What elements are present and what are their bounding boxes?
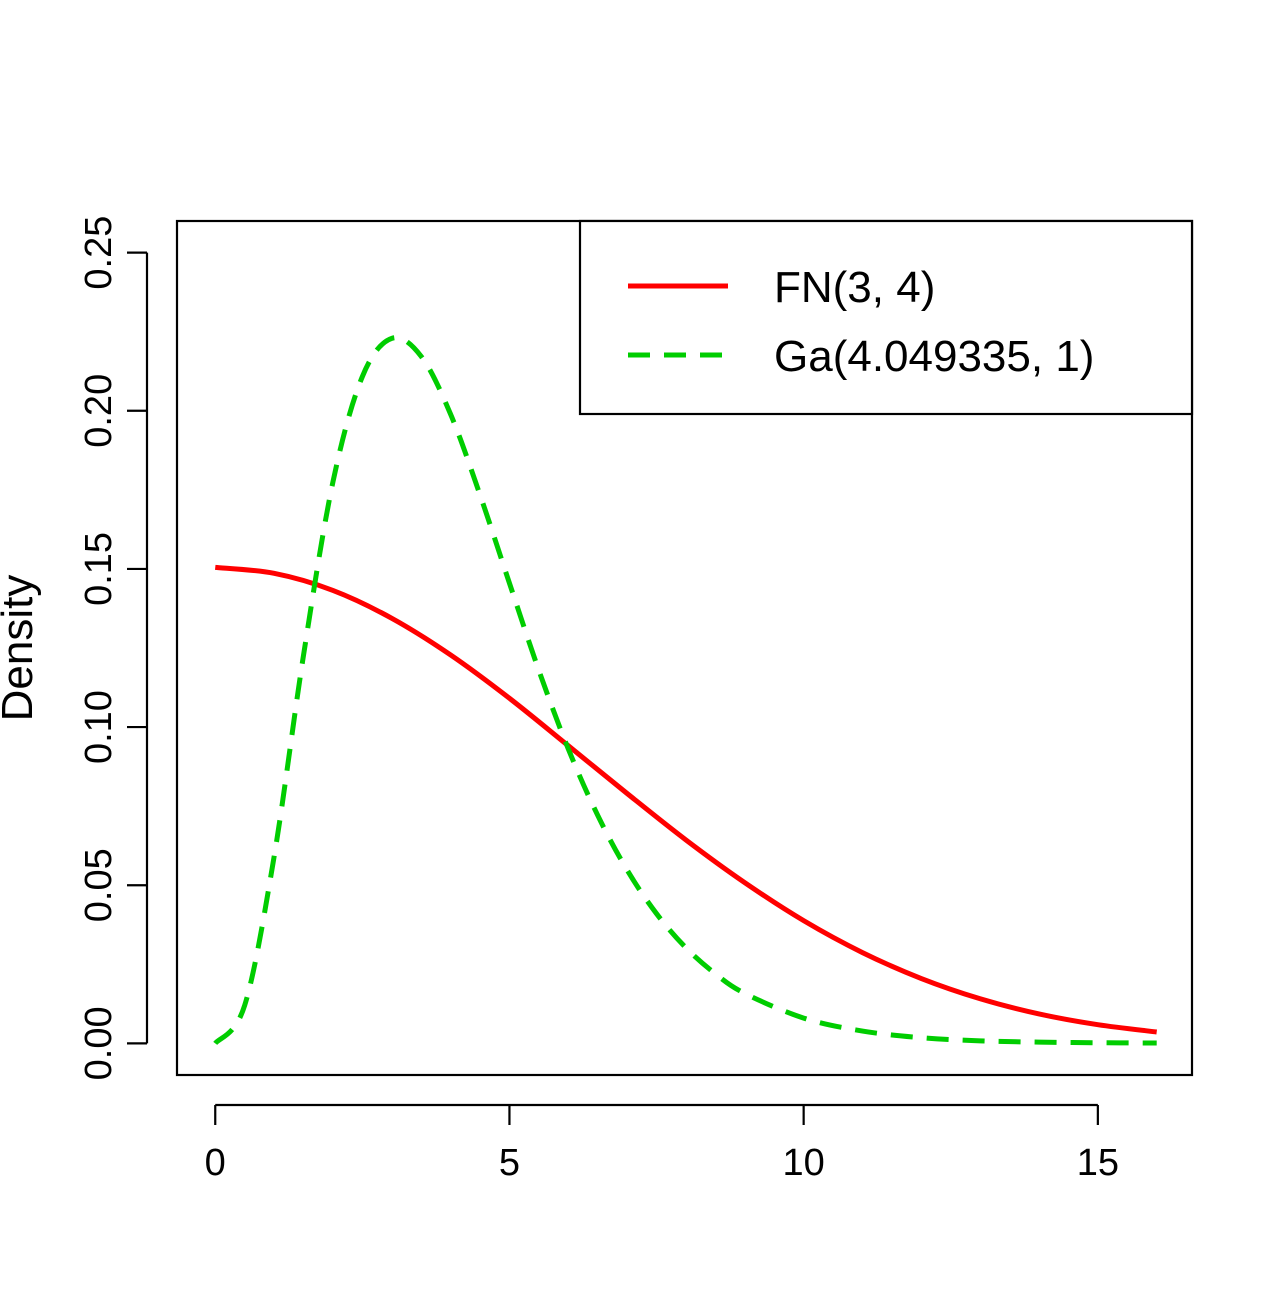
y-tick-label: 0.20: [78, 374, 120, 448]
legend-label: FN(3, 4): [774, 263, 935, 312]
y-tick-label: 0.10: [78, 690, 120, 764]
legend-label: Ga(4.049335, 1): [774, 332, 1094, 381]
legend: FN(3, 4) Ga(4.049335, 1): [578, 219, 1194, 416]
x-tick-label: 10: [783, 1142, 825, 1184]
y-tick-label: 0.15: [78, 532, 120, 606]
y-tick-label: 0.00: [78, 1006, 120, 1080]
x-tick-label: 0: [205, 1142, 226, 1184]
x-tick-label: 15: [1077, 1142, 1119, 1184]
y-tick-label: 0.05: [78, 848, 120, 922]
series-line-1: [214, 564, 1158, 1035]
y-axis-title: Density: [0, 575, 42, 722]
x-tick-label: 5: [499, 1142, 520, 1184]
legend-box: [578, 219, 1194, 416]
y-tick-label: 0.25: [78, 216, 120, 290]
series-line-2: [213, 335, 1157, 1046]
